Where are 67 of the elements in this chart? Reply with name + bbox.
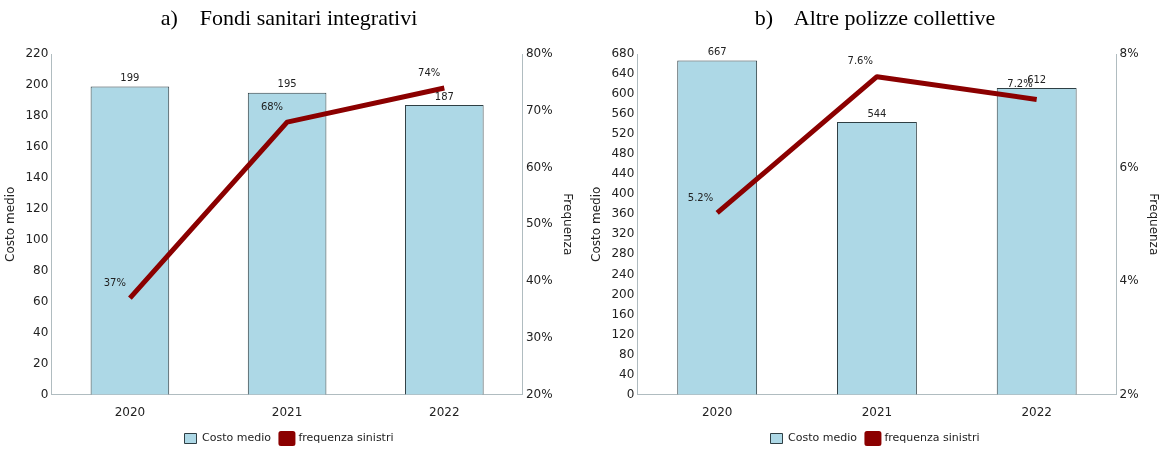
y-tick-label: 180 <box>25 108 49 123</box>
y-tick-label: 440 <box>611 166 635 181</box>
x-tick-label: 2022 <box>429 404 460 419</box>
y-tick-label: 80 <box>33 262 49 277</box>
legend-label: frequenza sinistri <box>298 431 394 445</box>
y-tick-label: 220 <box>25 46 49 61</box>
y-tick-label: 160 <box>25 139 49 154</box>
y-tick-label: 600 <box>611 86 635 101</box>
data-label: 5.2% <box>687 191 714 203</box>
x-tick-label: 2020 <box>114 404 146 419</box>
y-tick-label: 40 <box>619 366 635 381</box>
y-tick-label: 100 <box>25 231 49 246</box>
y-axis-title: Costo medio <box>589 186 604 262</box>
x-tick-label: 2021 <box>271 404 303 419</box>
y-tick-label: 80 <box>619 346 635 361</box>
y2-tick-label: 60% <box>525 159 553 174</box>
y-tick-label: 560 <box>611 106 635 121</box>
data-label: 544 <box>867 107 887 119</box>
data-label: 667 <box>707 46 727 58</box>
y-tick-label: 120 <box>611 326 635 341</box>
data-label: 68% <box>260 100 284 112</box>
y2-axis-title: Frequenza <box>560 193 575 256</box>
y-tick-label: 640 <box>611 66 635 81</box>
y-tick-label: 680 <box>611 46 635 61</box>
y2-tick-label: 70% <box>525 102 553 117</box>
y-tick-label: 360 <box>611 206 635 221</box>
chart-title: b) Altre polizze collettive <box>753 4 997 32</box>
data-label: 187 <box>434 90 454 102</box>
y-tick-label: 320 <box>611 226 635 241</box>
y-tick-label: 140 <box>25 169 49 184</box>
y-tick-label: 0 <box>626 386 635 401</box>
y2-tick-label: 80% <box>525 46 553 61</box>
y2-tick-label: 20% <box>525 386 553 401</box>
y-tick-label: 20 <box>33 355 49 370</box>
y-tick-label: 200 <box>25 77 49 92</box>
y-tick-label: 400 <box>611 186 635 201</box>
y-tick-label: 120 <box>25 200 49 215</box>
x-tick-label: 2021 <box>861 404 893 419</box>
x-tick-label: 2022 <box>1021 404 1052 419</box>
y2-tick-label: 40% <box>525 273 553 288</box>
data-label: 74% <box>418 66 441 78</box>
y-tick-label: 280 <box>611 246 635 261</box>
y2-tick-label: 50% <box>525 216 553 231</box>
data-label: 195 <box>277 78 297 90</box>
y2-tick-label: 30% <box>525 329 553 344</box>
y-axis-title: Costo medio <box>3 186 18 262</box>
y2-tick-label: 4% <box>1119 273 1139 288</box>
data-label: 37% <box>103 276 126 288</box>
x-tick-label: 2020 <box>701 404 733 419</box>
y-tick-label: 60 <box>33 293 49 308</box>
y-tick-label: 0 <box>40 386 49 401</box>
y2-axis-title: Frequenza <box>1146 193 1161 256</box>
y-tick-label: 160 <box>611 306 635 321</box>
data-label: 199 <box>120 72 140 84</box>
y-tick-label: 240 <box>611 266 635 281</box>
y-tick-label: 200 <box>611 286 635 301</box>
y-tick-label: 480 <box>611 146 635 161</box>
legend-label: Costo medio <box>202 431 272 445</box>
y2-tick-label: 8% <box>1119 46 1139 61</box>
legend-label: frequenza sinistri <box>884 431 980 445</box>
y2-tick-label: 2% <box>1119 386 1139 401</box>
chart-title: a) Fondi sanitari integrativi <box>159 4 419 32</box>
y-tick-label: 40 <box>33 324 49 339</box>
y2-tick-label: 6% <box>1119 159 1139 174</box>
legend-label: Costo medio <box>788 431 858 445</box>
data-label: 7.6% <box>847 55 873 67</box>
y-tick-label: 520 <box>611 126 635 141</box>
